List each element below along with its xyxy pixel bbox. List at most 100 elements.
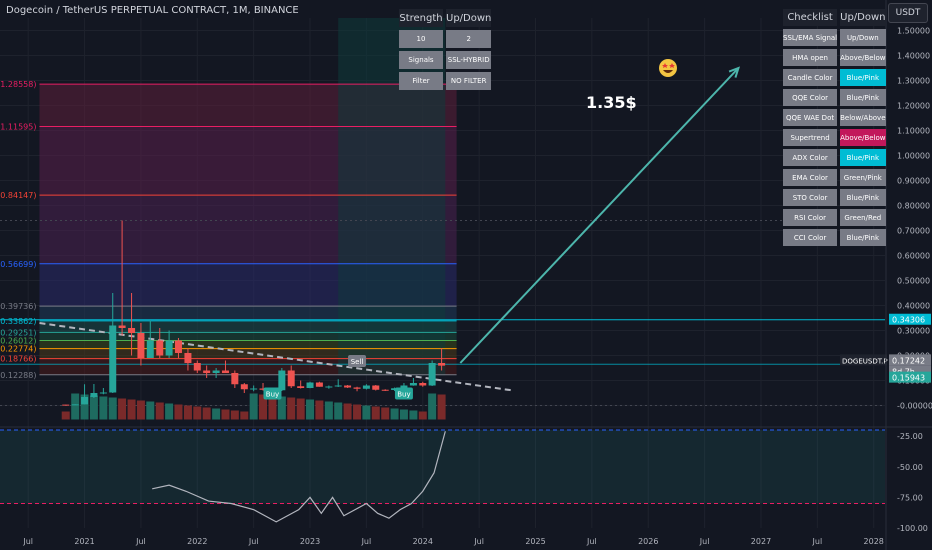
candle-body — [287, 370, 295, 387]
x-tick-label: 2027 — [751, 537, 771, 546]
volume-bar — [334, 402, 343, 420]
symbol-tag-label: DOGEUSDT.P — [842, 357, 888, 365]
volume-bar — [428, 393, 437, 420]
volume-bar — [399, 409, 408, 420]
price-tag — [889, 371, 931, 383]
volume-bar — [249, 393, 258, 420]
updown-header: Up/Down — [446, 9, 492, 27]
candle-body — [419, 383, 427, 386]
price-tag-label: 0.15943 — [892, 374, 925, 383]
volume-bar — [268, 395, 277, 420]
volume-bar — [343, 403, 352, 420]
volume-bar — [287, 397, 296, 420]
candle-body — [259, 388, 267, 390]
osc-tick-label: -100.00 — [897, 524, 928, 533]
filter-label: Filter — [399, 72, 443, 90]
signal-marker — [394, 387, 413, 400]
price-tag — [889, 313, 931, 325]
volume-bar — [390, 408, 399, 420]
checklist-item-value: Blue/Pink — [840, 229, 886, 246]
candle-body — [362, 385, 370, 389]
candle-body — [353, 387, 361, 389]
x-tick-label: Jul — [586, 537, 597, 546]
candle-body — [128, 328, 136, 333]
y-tick-label: 0.30000 — [897, 327, 930, 336]
candle-body — [221, 370, 229, 373]
checklist-item-value: Blue/Pink — [840, 149, 886, 166]
volume-bar — [155, 402, 164, 420]
x-tick-label: Jul — [812, 537, 823, 546]
volume-bar — [80, 394, 89, 420]
candle-body — [240, 384, 248, 390]
candle-body — [278, 370, 286, 391]
checklist-item-name: ADX Color — [783, 149, 838, 166]
candle-body — [193, 363, 201, 371]
y-tick-label: 1.40000 — [897, 52, 930, 61]
currency-selector[interactable]: USDT — [888, 3, 928, 23]
volume-bar — [296, 398, 305, 420]
candle-body — [400, 385, 408, 389]
y-tick-label: 0.90000 — [897, 177, 930, 186]
checklist-item-value: Green/Pink — [840, 169, 886, 186]
candle-body — [184, 353, 192, 363]
candle-body — [109, 325, 117, 393]
checklist-item-name: QQE WAE Dot — [783, 109, 838, 126]
signal-label: Buy — [397, 391, 410, 399]
x-tick-label: 2021 — [74, 537, 94, 546]
volume-bar — [221, 409, 230, 420]
fib-label: 1 (0.39736) — [0, 302, 36, 311]
volume-bar — [324, 401, 333, 420]
volume-bar — [165, 403, 174, 420]
fib-zone — [39, 340, 457, 349]
filter-value: NO FILTER — [446, 72, 492, 90]
projection-arrow — [459, 67, 740, 364]
checklist-item-name: QQE Color — [783, 89, 838, 106]
x-tick-label: 2025 — [525, 537, 545, 546]
volume-bar — [315, 400, 324, 420]
fib-label: 3.618 (1.11595) — [0, 123, 36, 132]
strength-value: 10 — [399, 30, 443, 48]
oscillator-line — [152, 431, 446, 523]
volume-bar — [230, 410, 239, 420]
candle-body — [174, 340, 182, 353]
signals-label: Signals — [399, 51, 443, 69]
x-tick-label: Jul — [473, 537, 484, 546]
volume-bar — [259, 394, 268, 420]
price-tag-label: 0.34306 — [892, 316, 925, 325]
volume-bar — [409, 410, 418, 420]
x-tick-label: Jul — [361, 537, 372, 546]
checklist-item-name: RSI Color — [783, 209, 838, 226]
signal-marker — [348, 355, 367, 367]
volume-bar — [371, 406, 380, 420]
checklist-item-name: STO Color — [783, 189, 838, 206]
fib-label: 1.618 (0.56699) — [0, 260, 36, 269]
candle-body — [381, 389, 389, 391]
candle-body — [165, 340, 173, 356]
candle-body — [297, 386, 305, 388]
candle-body — [203, 370, 211, 373]
checklist-item-value: Above/Below — [840, 129, 886, 146]
projection-arrowhead — [728, 66, 741, 78]
fib-label: 0.618 (0.29251) — [0, 328, 36, 337]
candle-body — [334, 385, 342, 387]
countdown-tag — [889, 365, 931, 377]
fib-zone — [39, 332, 457, 341]
y-tick-label: 0.50000 — [897, 277, 930, 286]
candle-body — [81, 397, 89, 405]
price-tag — [889, 354, 931, 366]
checklist-item-value: Up/Down — [840, 29, 886, 46]
fib-label: 0.236 (0.18766) — [0, 355, 36, 364]
candle-body — [71, 404, 79, 406]
volume-bar — [71, 393, 80, 420]
volume-bar — [174, 404, 183, 420]
candle-body — [156, 340, 164, 356]
volume-bar — [99, 396, 108, 420]
candle-body — [250, 388, 258, 390]
x-tick-label: 2024 — [413, 537, 433, 546]
y-tick-label: 1.30000 — [897, 77, 930, 86]
y-tick-label: 0.60000 — [897, 252, 930, 261]
fib-label: 0.786 (0.33862) — [0, 317, 36, 326]
volume-bar — [381, 407, 390, 420]
volume-bar — [362, 405, 371, 420]
